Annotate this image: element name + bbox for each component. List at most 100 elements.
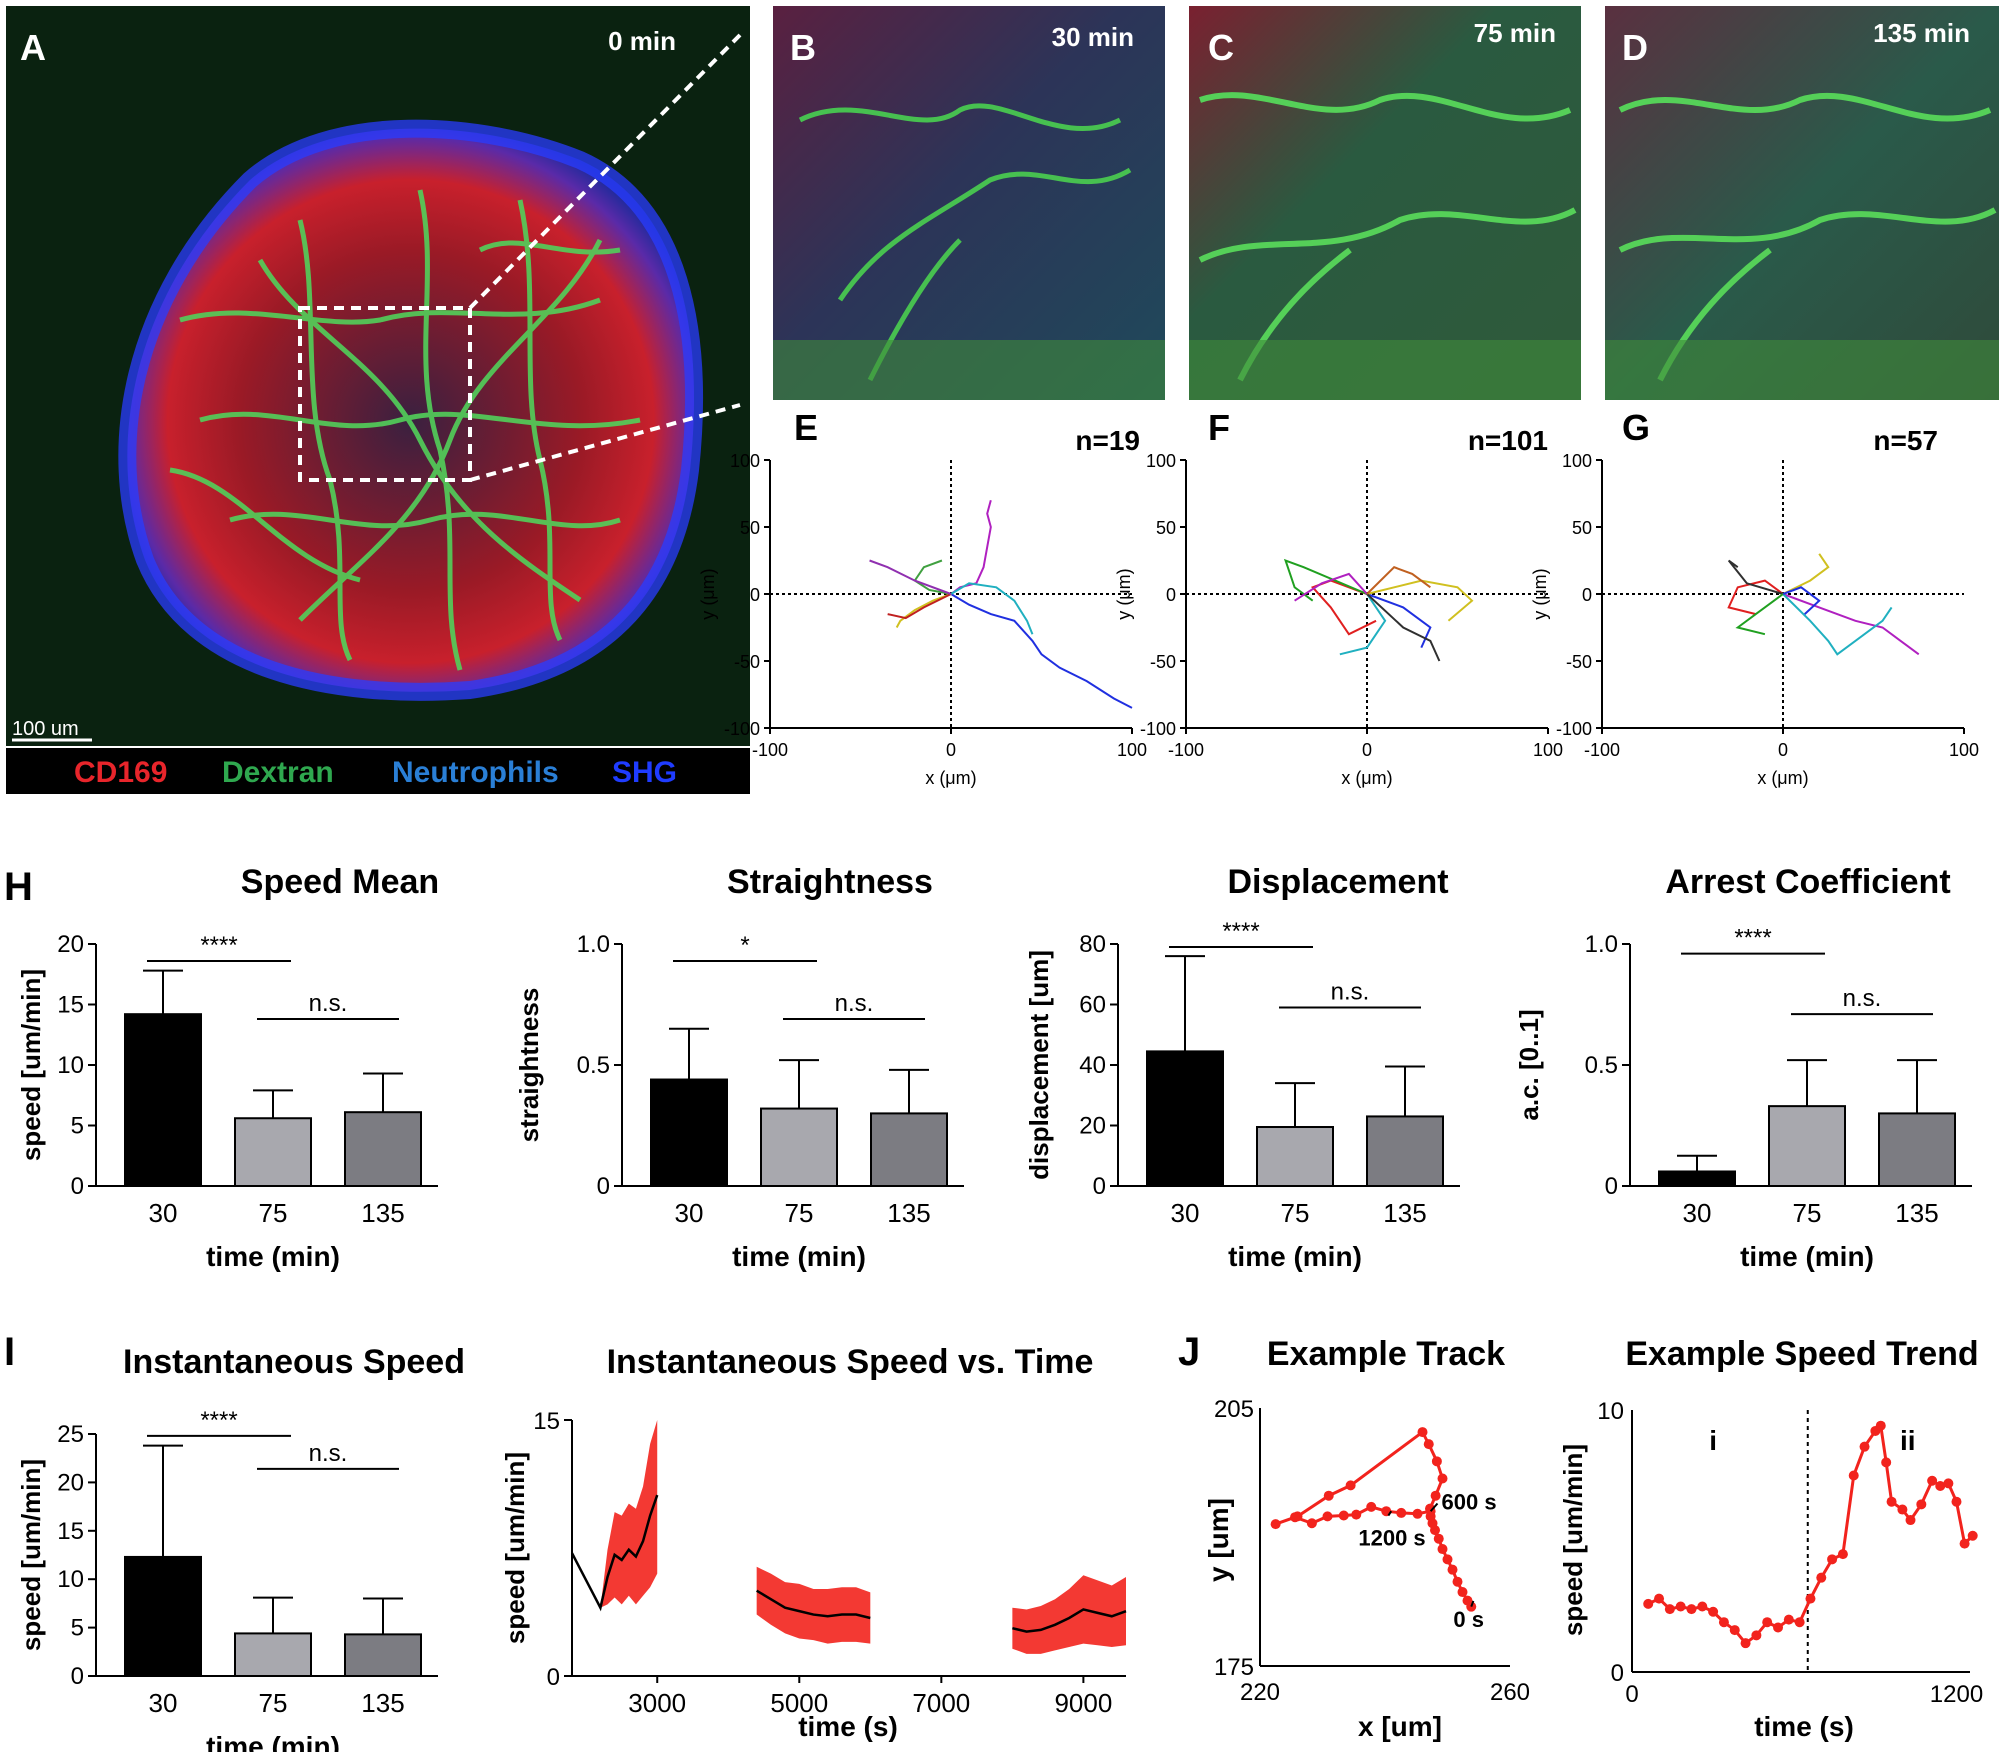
track-point <box>1423 1439 1434 1450</box>
speed-point <box>1897 1504 1908 1515</box>
speed-point <box>1916 1499 1927 1510</box>
y-tick-label: 40 <box>1079 1052 1106 1079</box>
y-tick-label: 205 <box>1214 1396 1254 1423</box>
annotation-pointer <box>1429 1502 1439 1512</box>
speed-point <box>1783 1614 1794 1625</box>
capsule-shg <box>118 119 703 701</box>
annotation-0s: 0 s <box>1453 1607 1484 1632</box>
y-axis-label: y (μm) <box>698 568 718 619</box>
track-point <box>1345 1480 1356 1491</box>
micrograph-a: A 0 min 100 um <box>6 6 750 746</box>
track-point <box>1447 1564 1458 1575</box>
chart-title: Example Track <box>1267 1335 1505 1373</box>
track-line <box>1294 572 1368 602</box>
chart-title: Displacement <box>1227 863 1448 901</box>
y-axis-label: speed [um/min] <box>1558 1444 1588 1636</box>
track-point <box>1322 1511 1333 1522</box>
panel-letter-i: I <box>4 1330 15 1374</box>
y-axis-label: displacement [um] <box>1024 950 1054 1180</box>
track-point <box>1431 1456 1442 1467</box>
speed-point <box>1697 1601 1708 1612</box>
x-tick-label: 7000 <box>912 1688 970 1718</box>
y-axis-label: y (μm) <box>1114 568 1134 619</box>
y-tick-label: -100 <box>1140 719 1176 739</box>
significance-label: **** <box>200 932 237 959</box>
speed-trend-line <box>1647 1422 1974 1646</box>
significance-label: **** <box>1222 918 1259 945</box>
panel-letter-a: A <box>20 27 46 68</box>
x-axis-label: time (min) <box>1228 1241 1362 1272</box>
y-tick-label: 15 <box>57 1518 84 1545</box>
speed-point <box>1816 1572 1827 1583</box>
speed-point <box>1875 1420 1886 1431</box>
y-tick-label: 0 <box>1166 585 1176 605</box>
track-line <box>1366 566 1431 595</box>
speed-point <box>1762 1617 1773 1628</box>
y-tick-label: 20 <box>57 1469 84 1496</box>
speed-point <box>1848 1470 1859 1481</box>
y-tick-label: 0.5 <box>577 1052 610 1079</box>
x-tick-label: 75 <box>1793 1198 1822 1228</box>
speed-point <box>1959 1538 1970 1549</box>
channel-legend: CD169 Dextran Neutrophils SHG <box>6 748 750 794</box>
speed-point <box>1951 1496 1962 1507</box>
y-tick-label: -50 <box>734 652 760 672</box>
x-tick-label: 100 <box>1533 740 1563 760</box>
speed-point <box>1905 1515 1916 1526</box>
significance-label: n.s. <box>835 990 874 1017</box>
legend-shg: SHG <box>612 756 677 789</box>
y-tick-label: 5 <box>71 1615 84 1642</box>
significance-label: **** <box>200 1407 237 1434</box>
y-tick-label: 25 <box>57 1421 84 1448</box>
panel-letter-e: E <box>794 407 818 448</box>
speed-point <box>1886 1496 1897 1507</box>
mean-speed-line <box>1012 1608 1127 1633</box>
y-tick-label: -100 <box>724 719 760 739</box>
y-tick-label: -50 <box>1150 652 1176 672</box>
micrograph-b: B 30 min <box>773 6 1165 400</box>
track-count-label: n=101 <box>1468 425 1548 456</box>
speed-point <box>1675 1601 1686 1612</box>
track-line <box>1366 593 1432 649</box>
panel-letter-f: F <box>1208 407 1230 448</box>
speed-point <box>1708 1606 1719 1617</box>
x-tick-label: 75 <box>259 1198 288 1228</box>
track-count-label: n=19 <box>1075 425 1140 456</box>
micrograph-d: D 135 min <box>1605 6 1999 400</box>
y-tick-label: 100 <box>1562 451 1592 471</box>
y-axis-label: straightness <box>514 988 544 1143</box>
bar-135 <box>1878 1112 1956 1188</box>
speed-point <box>1859 1441 1870 1452</box>
speed-point <box>1837 1549 1848 1560</box>
track-point <box>1437 1544 1448 1555</box>
track-line <box>1339 593 1387 656</box>
track-line <box>1782 586 1821 615</box>
x-axis-label: time (min) <box>1740 1241 1874 1272</box>
x-tick-label: -100 <box>1584 740 1620 760</box>
speed-point <box>1927 1475 1938 1486</box>
bar-135 <box>1366 1115 1444 1188</box>
x-axis-label: x (μm) <box>925 768 976 788</box>
y-axis-label: speed [um/min] <box>16 1459 46 1651</box>
speed-point <box>1654 1593 1665 1604</box>
y-tick-label: 80 <box>1079 931 1106 958</box>
y-tick-label: 1.0 <box>1585 931 1618 958</box>
speed-error-band <box>1012 1575 1126 1654</box>
bar-135 <box>870 1112 948 1188</box>
track-point <box>1433 1533 1444 1544</box>
example-track-chart: 175 205 220 260 600 s 1200 s 0 s Example Track x… <box>1203 1335 1530 1742</box>
phase-label-i: i <box>1709 1425 1717 1456</box>
significance-label: n.s. <box>1843 985 1882 1012</box>
speed-point <box>1643 1598 1654 1609</box>
y-tick-label: 0 <box>750 585 760 605</box>
speed-point <box>1935 1480 1946 1491</box>
significance-label: n.s. <box>1331 979 1370 1006</box>
track-line <box>1727 579 1784 616</box>
x-tick-label: 0 <box>1625 1681 1638 1708</box>
legend-cd169: CD169 <box>74 756 167 789</box>
speed-point <box>1686 1604 1697 1615</box>
track-line <box>1782 553 1830 595</box>
y-tick-label: 0 <box>1582 585 1592 605</box>
annotation-600s: 600 s <box>1442 1489 1497 1514</box>
track-point <box>1437 1473 1448 1484</box>
